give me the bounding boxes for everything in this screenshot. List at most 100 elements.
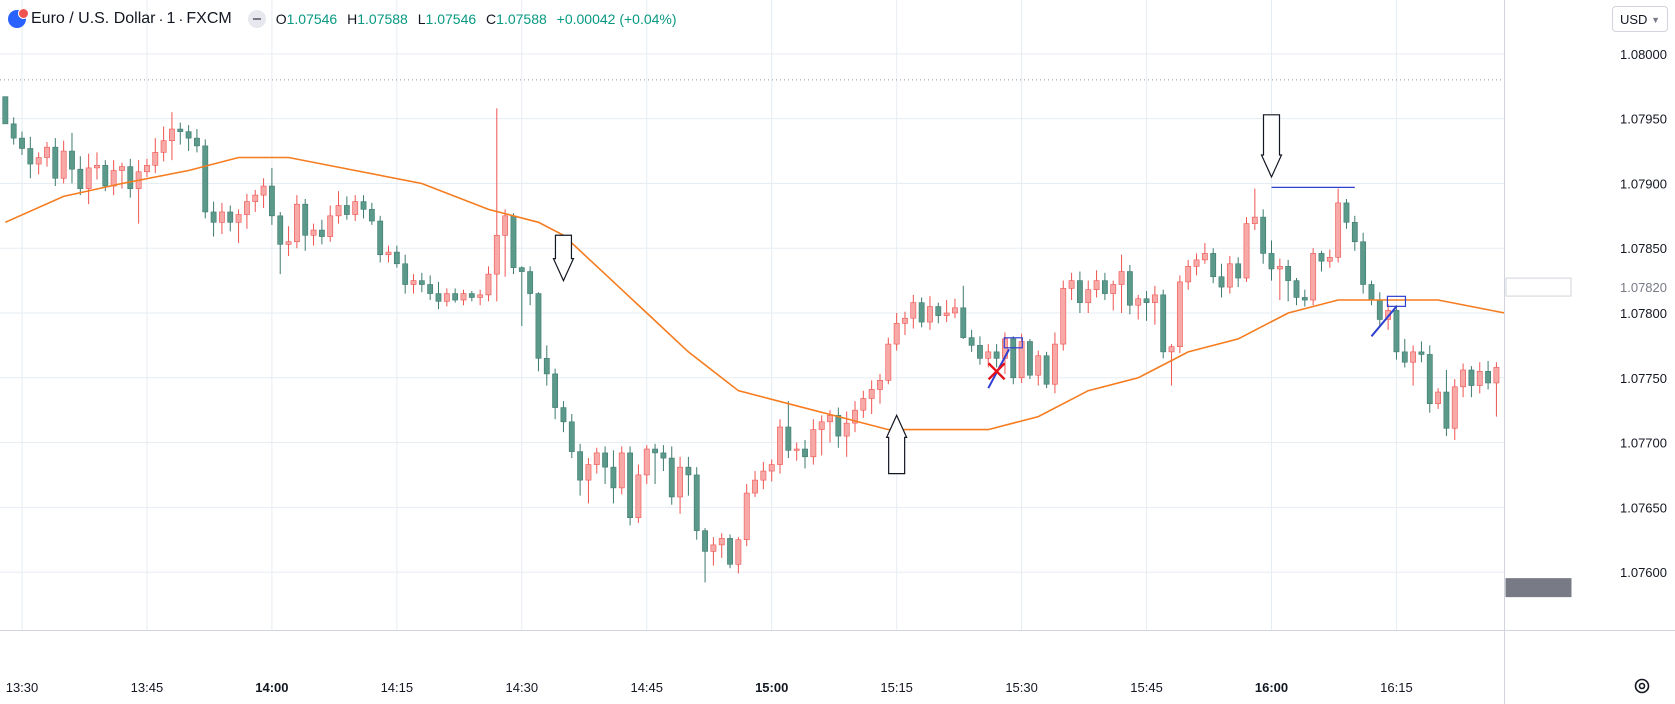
candle (902, 311, 908, 336)
candle-body (377, 220, 384, 256)
price-tick-label: 1.07750 (1620, 371, 1667, 386)
chart-legend-header: Euro / U.S. Dollar · 1 · FXCM O1.07546 H… (8, 8, 683, 30)
candle (710, 537, 717, 566)
candle-body (302, 203, 309, 236)
candle (1168, 344, 1175, 386)
candle-body (1151, 294, 1158, 303)
candle (702, 528, 708, 583)
time-tick-label: 16:15 (1380, 680, 1413, 695)
candle-body (735, 539, 742, 565)
time-tick-label: 14:15 (381, 680, 414, 695)
candle (1243, 217, 1250, 282)
candle (468, 290, 475, 302)
candle-body (902, 317, 908, 324)
candle-body (1476, 370, 1483, 386)
candle (1393, 305, 1400, 360)
candle (352, 195, 359, 222)
box-marker-drawing[interactable] (1003, 337, 1023, 349)
candle (194, 129, 200, 153)
candle-body (235, 214, 242, 223)
candle (1235, 257, 1242, 288)
high-key: H (347, 11, 358, 27)
candle-body (19, 137, 25, 149)
candle (1201, 243, 1208, 264)
candle (1052, 332, 1058, 394)
candle (552, 368, 559, 420)
chevron-down-icon: ▼ (1651, 15, 1660, 25)
candle-body (44, 146, 50, 158)
candle-body (918, 302, 925, 323)
candle (635, 464, 642, 523)
candle (510, 213, 517, 275)
candle-body (368, 209, 375, 222)
low-value: 1.07546 (425, 11, 477, 27)
time-tick-label: 15:30 (1005, 680, 1038, 695)
time-tick-label: 14:45 (630, 680, 663, 695)
price-tick-label: 1.08000 (1620, 47, 1667, 62)
candle (693, 467, 700, 540)
candle-body (943, 312, 950, 316)
candle-body (1143, 298, 1150, 303)
trendline-drawing[interactable] (1370, 305, 1398, 337)
candle-body (952, 307, 958, 314)
candle-body (1018, 341, 1025, 379)
candle-body (635, 474, 642, 518)
candle-body (702, 530, 708, 552)
time-tick-label: 15:15 (880, 680, 913, 695)
candle-body (893, 323, 900, 345)
candle-body (427, 284, 434, 294)
interval-label[interactable]: 1 (166, 10, 176, 27)
candle-body (1052, 343, 1058, 385)
candle (527, 266, 534, 306)
candle-body (602, 452, 608, 468)
candle (1360, 232, 1367, 294)
candle-body (1118, 271, 1125, 285)
candle-body (1268, 253, 1275, 270)
candle-body (1360, 241, 1367, 285)
candle-body (1343, 202, 1350, 223)
candle-body (443, 293, 450, 302)
candle-body (102, 165, 109, 187)
chart-settings-button[interactable] (1630, 674, 1654, 698)
down-arrow-annotation[interactable] (1260, 114, 1283, 179)
currency-dropdown[interactable]: USD ▼ (1612, 6, 1668, 32)
candle-body (343, 205, 350, 215)
box-marker-drawing[interactable] (1386, 295, 1407, 307)
candle (360, 195, 367, 219)
symbol-title[interactable]: Euro / U.S. Dollar (31, 10, 156, 27)
candle-body (827, 415, 833, 423)
candle (1160, 289, 1167, 359)
candle-body (1077, 280, 1083, 303)
candle (910, 294, 917, 329)
candle-body (144, 165, 150, 173)
candle-body (1110, 284, 1117, 294)
candle (119, 162, 125, 189)
candle (660, 445, 667, 472)
candle (752, 471, 758, 497)
candle-body (1443, 391, 1450, 429)
grid-lines (0, 0, 1504, 630)
candle-body (77, 168, 84, 189)
candle (1043, 351, 1050, 389)
candle (1485, 360, 1491, 390)
candle-body (1451, 386, 1458, 429)
candle-body (1368, 284, 1375, 301)
candle-body (810, 429, 817, 458)
candle (44, 142, 50, 167)
candle (1276, 258, 1283, 301)
cross-marker-drawing[interactable] (987, 362, 1006, 381)
candle (1218, 263, 1225, 298)
up-arrow-annotation[interactable] (885, 413, 908, 475)
currency-label: USD (1620, 12, 1648, 27)
candle (1285, 259, 1292, 302)
candle-body (510, 215, 517, 268)
down-arrow-annotation[interactable] (552, 234, 575, 283)
low-key: L (417, 11, 426, 27)
candle (985, 344, 992, 368)
candle (227, 205, 234, 232)
hide-indicator-icon[interactable] (247, 10, 266, 28)
candle-body (835, 415, 842, 437)
candle-body (1335, 202, 1342, 258)
candle (1376, 292, 1383, 326)
